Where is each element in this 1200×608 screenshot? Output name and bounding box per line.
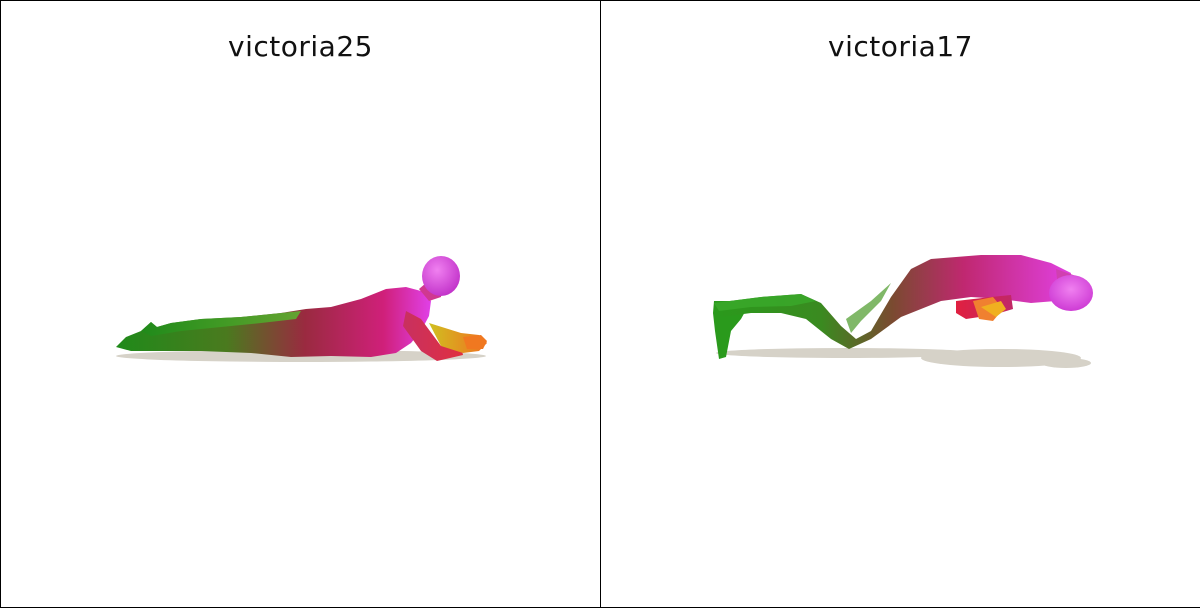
- head: [422, 256, 460, 296]
- thigh-highlight: [846, 283, 891, 333]
- fingers: [981, 301, 1006, 317]
- panel-title-right: victoria17: [828, 30, 973, 63]
- ground-shadow-torso: [921, 349, 1081, 367]
- ground-shadow-head: [1041, 358, 1091, 368]
- human-mesh-render-left: [116, 256, 487, 362]
- leg-highlight: [714, 294, 816, 311]
- head: [1049, 275, 1093, 311]
- ground-shadow-long: [716, 348, 976, 358]
- leg-highlight: [141, 311, 301, 336]
- fingers: [463, 335, 487, 349]
- render-panel-left[interactable]: victoria25: [1, 1, 600, 607]
- render-panel-right[interactable]: victoria17: [601, 1, 1200, 607]
- body-mesh: [116, 287, 431, 357]
- forearm: [403, 311, 463, 361]
- panel-title-left: victoria25: [228, 30, 373, 63]
- body-mesh: [714, 255, 1071, 349]
- human-mesh-render-right: [713, 255, 1093, 368]
